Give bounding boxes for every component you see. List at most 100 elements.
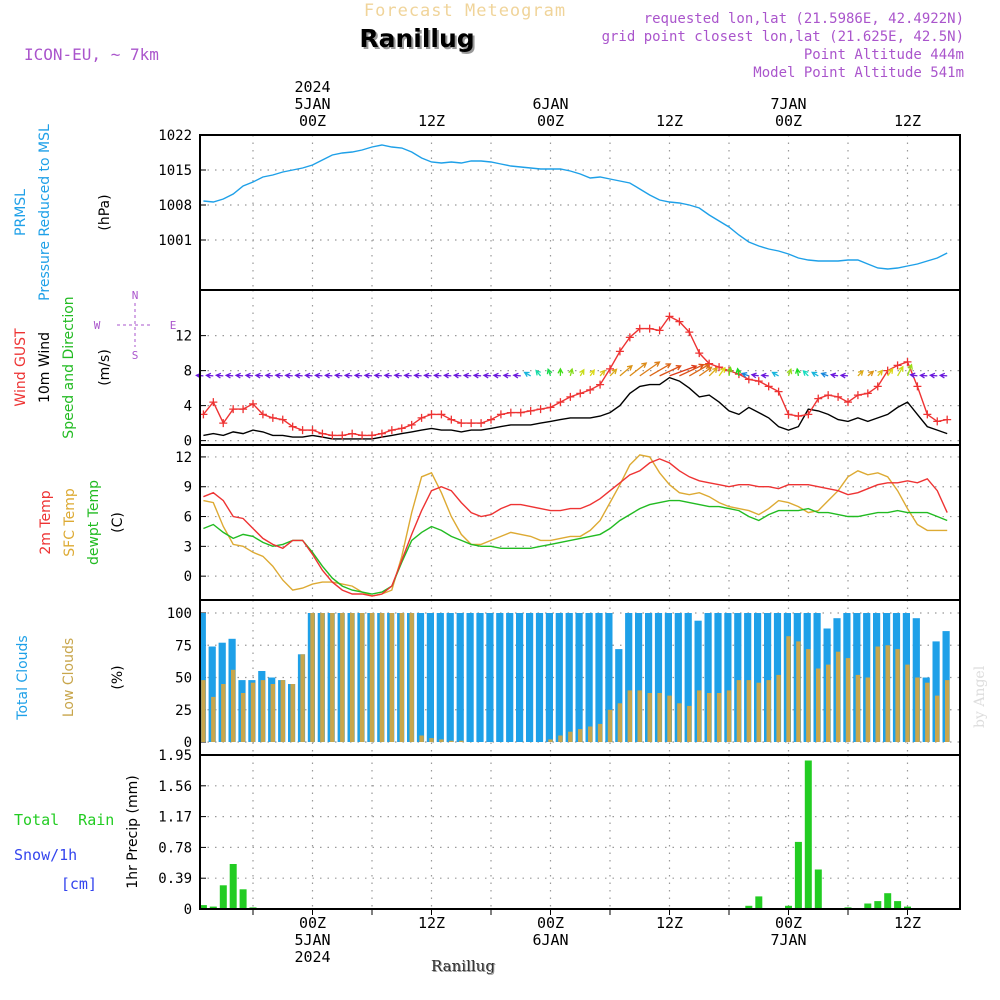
compass-east-label: E	[170, 319, 177, 332]
wind-direction-arrow	[750, 372, 759, 379]
wind-direction-arrow	[353, 372, 363, 379]
panel-frame	[199, 754, 961, 910]
total-cloud-bar	[545, 613, 553, 742]
wind-direction-arrow	[829, 372, 839, 379]
gust-point	[278, 415, 287, 424]
panel-label: dewpt Temp	[86, 480, 102, 565]
compass-north-label: N	[132, 289, 139, 302]
gust-point	[824, 391, 833, 400]
precip-bar	[745, 905, 753, 909]
point-altitude: Point Altitude 444m	[804, 47, 964, 63]
series-line-wind-gust	[202, 315, 948, 437]
bottom-time-label: 12Z	[418, 914, 445, 932]
y-tick-label: 1.17	[158, 810, 192, 826]
wind-direction-arrow	[659, 365, 682, 377]
wind-direction-arrow	[887, 367, 894, 377]
low-cloud-bar	[945, 680, 950, 742]
total-cloud-bar	[754, 613, 762, 742]
precip-bar	[804, 760, 812, 909]
gust-point	[784, 410, 793, 419]
gust-point	[447, 415, 456, 424]
panel-5: 0 0.39 0.78 1.17 1.56 1.95 Total Rain Snow/1h [c…	[14, 748, 961, 918]
footer-location-shadow: Ranillug	[432, 958, 496, 976]
low-cloud-bar	[300, 654, 305, 742]
wind-direction-arrow	[363, 372, 373, 379]
top-time-label: 00Z	[537, 112, 564, 130]
gust-point	[844, 398, 852, 407]
product-title: Forecast Meteogram	[364, 1, 566, 21]
total-cloud-bar	[575, 613, 583, 742]
wind-direction-arrow	[679, 363, 705, 377]
wind-direction-arrow	[224, 372, 234, 379]
gust-point	[645, 324, 654, 333]
gust-point	[387, 426, 396, 435]
gust-point	[516, 408, 525, 417]
gust-point	[536, 405, 545, 414]
gust-point	[665, 312, 674, 321]
precip-bar	[209, 906, 217, 909]
panel-label: Total Rain	[14, 811, 114, 829]
low-cloud-bar	[726, 690, 732, 742]
low-cloud-bar	[240, 693, 246, 742]
wind-direction-arrow	[877, 369, 884, 377]
total-cloud-bar	[664, 613, 672, 742]
wind-direction-arrow	[568, 367, 574, 377]
y-tick-label: 1015	[158, 163, 192, 179]
y-tick-label: 0.78	[158, 840, 192, 856]
low-cloud-bar	[677, 703, 682, 742]
wind-direction-arrow	[599, 369, 606, 377]
low-cloud-bar	[379, 613, 385, 742]
low-cloud-bar	[707, 693, 712, 742]
low-cloud-bar	[736, 680, 742, 742]
wind-direction-arrow	[304, 372, 313, 379]
total-cloud-bar	[526, 613, 534, 742]
low-cloud-bar	[637, 690, 642, 742]
wind-direction-arrow	[619, 364, 633, 377]
total-cloud-bar	[704, 613, 712, 742]
low-cloud-bar	[221, 684, 226, 742]
wind-direction-arrow	[820, 372, 829, 378]
gust-point	[606, 364, 614, 373]
precip-bar	[755, 896, 763, 909]
total-cloud-bar	[674, 613, 682, 742]
gust-point	[834, 392, 843, 401]
total-cloud-bar	[932, 641, 940, 742]
low-cloud-bar	[270, 684, 275, 742]
wind-direction-arrow	[928, 372, 938, 379]
total-cloud-bar	[625, 613, 633, 742]
wind-direction-arrow	[839, 372, 849, 379]
y-tick-label: 3	[184, 539, 192, 555]
precip-bar	[200, 905, 207, 909]
low-cloud-bar	[369, 613, 375, 742]
top-time-label: 12Z	[418, 112, 445, 130]
low-cloud-bar	[925, 682, 930, 742]
wind-direction-arrow	[403, 372, 412, 379]
bottom-time-label: 2024	[294, 948, 330, 966]
total-cloud-bar	[615, 649, 623, 742]
bottom-time-label: 7JAN	[770, 931, 806, 949]
total-cloud-bar	[565, 613, 573, 742]
low-cloud-bar	[835, 651, 841, 742]
total-cloud-bar	[506, 613, 514, 742]
low-cloud-bar	[260, 680, 266, 742]
panel-frame	[199, 134, 961, 291]
precip-bar	[794, 841, 802, 909]
wind-direction-arrow	[423, 372, 432, 379]
gust-point	[487, 415, 495, 424]
low-cloud-bar	[211, 696, 216, 742]
gust-point	[546, 403, 555, 412]
wind-direction-arrow	[462, 372, 472, 379]
gust-point	[794, 412, 803, 421]
gust-point	[933, 417, 942, 426]
low-cloud-bar	[627, 690, 632, 742]
total-cloud-bar	[535, 613, 544, 742]
wind-direction-arrow	[234, 372, 244, 379]
panel-4: 0 25 50 75 100 Total Clouds Low Clouds (%)	[15, 599, 961, 756]
compass-axes	[117, 303, 153, 347]
gust-point	[209, 398, 218, 407]
total-cloud-bar	[200, 613, 206, 742]
gust-point	[853, 391, 862, 400]
gust-point	[496, 410, 505, 419]
total-cloud-bar	[426, 613, 434, 742]
